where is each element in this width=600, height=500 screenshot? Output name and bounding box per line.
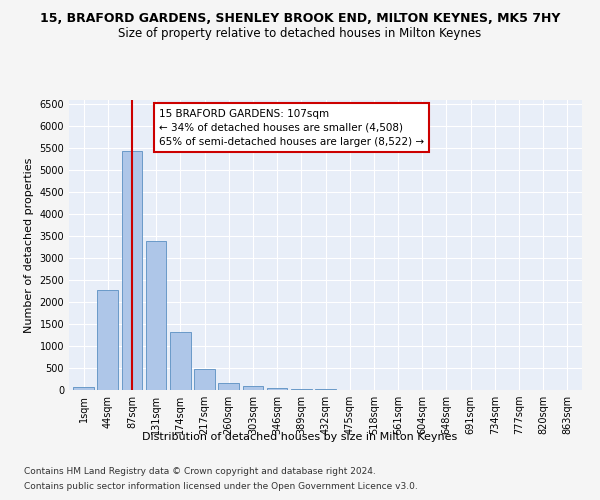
Bar: [291, 388, 311, 390]
Text: 15 BRAFORD GARDENS: 107sqm
← 34% of detached houses are smaller (4,508)
65% of s: 15 BRAFORD GARDENS: 107sqm ← 34% of deta…: [159, 108, 424, 146]
Bar: [218, 383, 239, 390]
Bar: [146, 242, 166, 390]
Text: 15, BRAFORD GARDENS, SHENLEY BROOK END, MILTON KEYNES, MK5 7HY: 15, BRAFORD GARDENS, SHENLEY BROOK END, …: [40, 12, 560, 26]
Bar: [267, 388, 287, 390]
Bar: [122, 152, 142, 390]
Bar: [194, 369, 215, 390]
Bar: [73, 387, 94, 390]
Bar: [242, 386, 263, 390]
Bar: [97, 290, 118, 390]
Y-axis label: Number of detached properties: Number of detached properties: [24, 158, 34, 332]
Bar: [170, 332, 191, 390]
Text: Contains public sector information licensed under the Open Government Licence v3: Contains public sector information licen…: [24, 482, 418, 491]
Text: Size of property relative to detached houses in Milton Keynes: Size of property relative to detached ho…: [118, 28, 482, 40]
Text: Contains HM Land Registry data © Crown copyright and database right 2024.: Contains HM Land Registry data © Crown c…: [24, 467, 376, 476]
Text: Distribution of detached houses by size in Milton Keynes: Distribution of detached houses by size …: [142, 432, 458, 442]
